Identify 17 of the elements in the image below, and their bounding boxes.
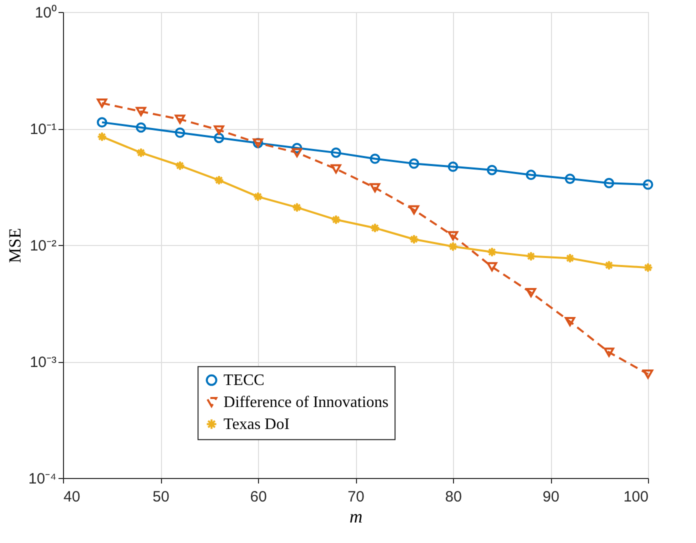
x-tick-label: 40 (64, 488, 80, 506)
x-tick-label: 70 (348, 488, 364, 506)
y-tick-label: 10⁻¹ (30, 121, 56, 138)
x-axis-title: m (350, 506, 362, 526)
x-tick-label: 90 (542, 488, 560, 506)
legend-label: Texas DoI (224, 416, 290, 434)
x-tick-label: 60 (250, 488, 267, 506)
legend-label: Difference of Innovations (224, 394, 389, 412)
x-tick-label: 100 (623, 488, 648, 506)
y-tick-label: 10⁻⁴ (28, 470, 56, 488)
x-tick-label: 80 (445, 488, 462, 506)
y-axis-title: MSE (5, 228, 24, 263)
y-tick-label: 10⁻² (30, 238, 56, 254)
y-tick-label: 10⁻³ (30, 354, 56, 371)
y-tick-label: 10⁰ (34, 4, 56, 22)
legend-label: TECC (224, 372, 264, 390)
x-tick-label: 50 (152, 488, 170, 506)
